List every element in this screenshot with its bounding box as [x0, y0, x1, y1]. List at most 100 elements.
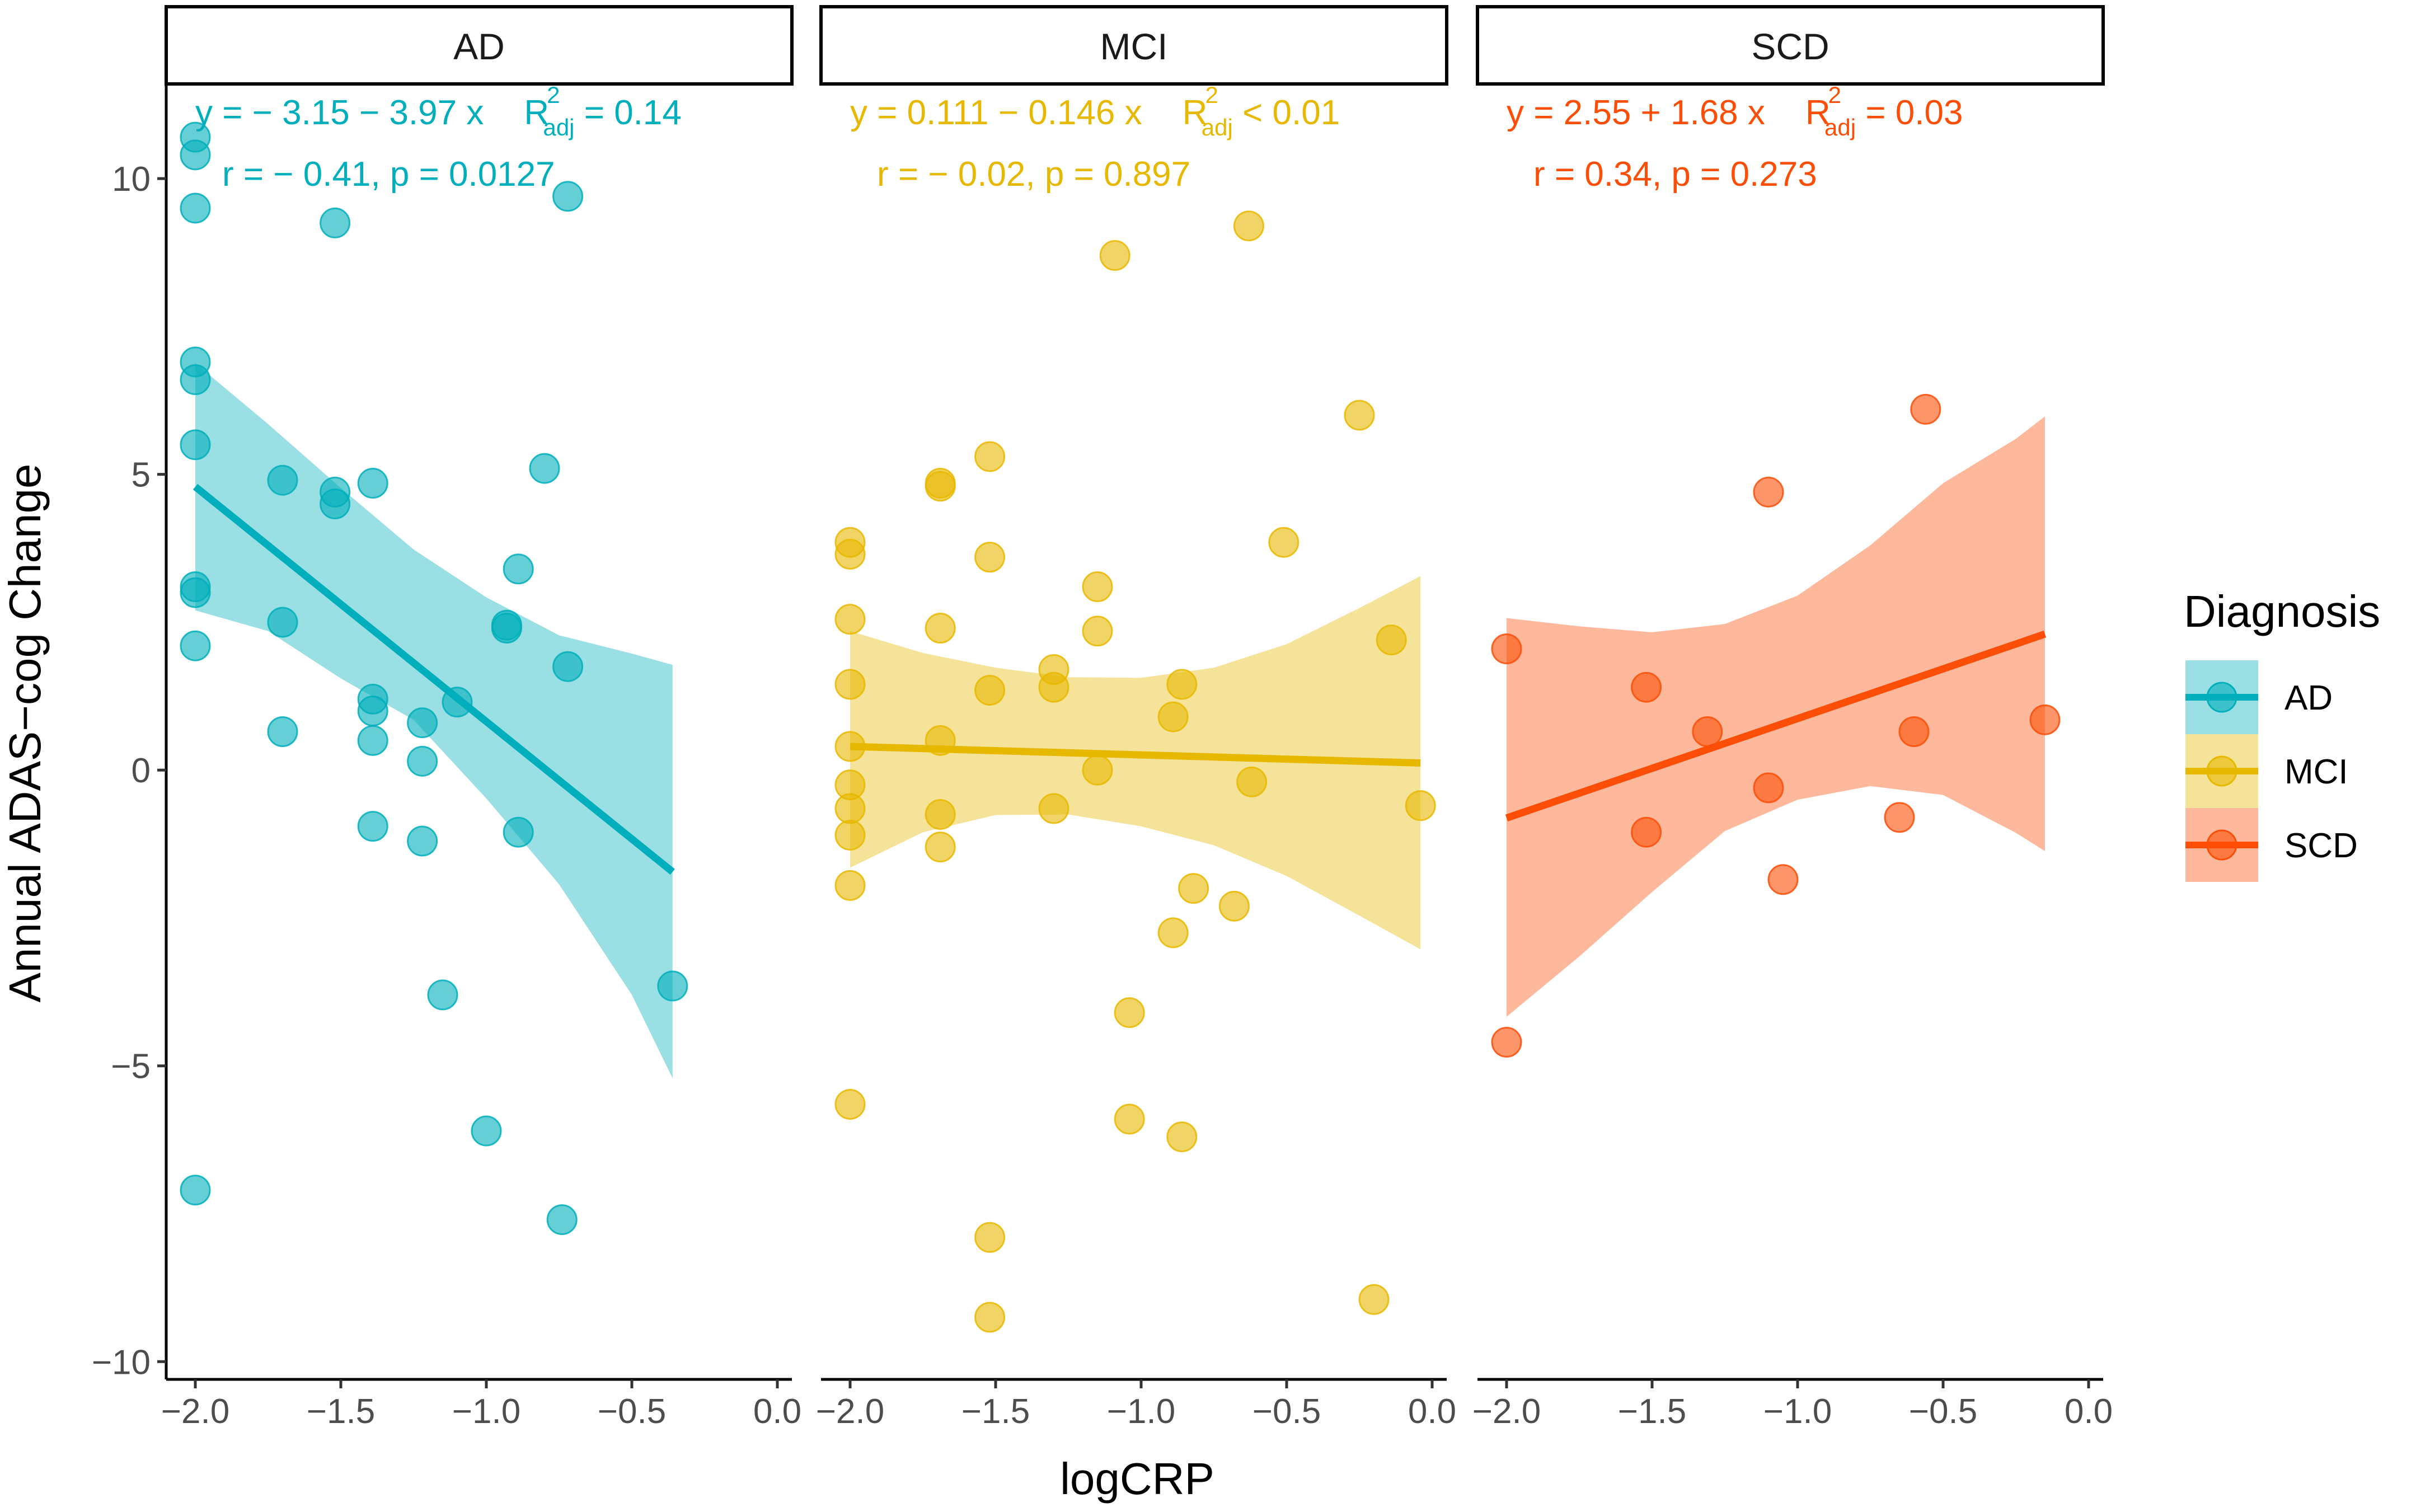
data-point — [1236, 766, 1268, 797]
data-point — [471, 1115, 502, 1147]
data-point — [1038, 793, 1069, 824]
data-point — [657, 970, 688, 1002]
data-point — [1491, 1026, 1522, 1058]
y-tick-label: 5 — [132, 456, 151, 495]
regression-equation: y = 2.55 + 1.68 x R2 adj = 0.03 — [1507, 82, 1963, 140]
correlation-annotation: r = 0.34, p = 0.273 — [1533, 155, 1817, 194]
data-point — [1692, 716, 1723, 747]
data-point — [503, 553, 534, 585]
data-point — [834, 669, 866, 700]
x-tick-label: −2.0 — [1472, 1392, 1541, 1431]
data-point — [974, 1302, 1006, 1333]
x-tick-label: 0.0 — [1408, 1392, 1456, 1431]
data-point — [1884, 802, 1915, 833]
data-point — [357, 696, 388, 727]
correlation-annotation: r = − 0.41, p = 0.0127 — [222, 155, 555, 194]
x-tick-label: −2.0 — [816, 1392, 884, 1431]
data-point — [834, 819, 866, 851]
facet-strip — [165, 5, 794, 86]
data-point — [834, 1088, 866, 1120]
data-point — [267, 607, 298, 638]
legend-label-mci: MCI — [2284, 753, 2348, 791]
data-point — [834, 870, 866, 901]
legend-label-ad: AD — [2284, 679, 2333, 717]
data-point — [180, 1175, 211, 1206]
data-point — [427, 979, 458, 1011]
data-point — [1178, 873, 1209, 904]
y-axis-title: Annual ADAS−cog Change — [0, 464, 50, 1003]
data-point — [974, 441, 1006, 472]
data-point — [1218, 890, 1250, 922]
data-point — [503, 816, 534, 848]
data-point — [357, 811, 388, 842]
y-tick-label: −5 — [111, 1048, 151, 1086]
x-tick-label: −1.5 — [1618, 1392, 1686, 1431]
data-point — [1038, 672, 1069, 703]
legend-label-scd: SCD — [2284, 827, 2358, 865]
legend-key-mci — [2185, 734, 2258, 808]
x-tick-label: −1.0 — [452, 1392, 520, 1431]
y-tick-label: 10 — [112, 160, 151, 199]
legend: Diagnosis AD MCI SCD — [2184, 586, 2380, 882]
data-point — [1268, 527, 1300, 558]
data-point — [180, 429, 211, 461]
data-point — [552, 181, 584, 212]
data-point — [407, 825, 438, 857]
data-point — [491, 609, 522, 641]
legend-point-swatch — [2206, 682, 2237, 713]
x-axis-title: logCRP — [1060, 1454, 1214, 1504]
y-axis: 10 5 0 −5 −10 — [92, 84, 168, 1382]
data-point — [267, 464, 298, 496]
legend-point-swatch — [2206, 829, 2237, 861]
facet-strip — [1476, 5, 2105, 86]
data-point — [974, 1222, 1006, 1253]
data-point — [834, 538, 866, 570]
data-point — [1767, 864, 1799, 895]
data-point — [1376, 624, 1407, 656]
data-point — [1082, 754, 1113, 786]
data-point — [180, 577, 211, 608]
data-point — [552, 651, 584, 682]
data-point — [1082, 616, 1113, 647]
facet-strip — [819, 5, 1448, 86]
data-point — [180, 192, 211, 224]
regression-line — [193, 483, 675, 875]
data-point — [925, 613, 956, 644]
data-point — [357, 725, 388, 756]
facet-panel-mci: MCI −2.0 −1.5 −1.0 −0.5 0.0 y = 0.111 − 0.146 … — [816, 5, 1456, 1431]
x-tick-label: −2.0 — [161, 1392, 229, 1431]
x-tick-label: −1.0 — [1763, 1392, 1832, 1431]
data-point — [1358, 1284, 1390, 1315]
data-point — [407, 745, 438, 777]
legend-title: Diagnosis — [2184, 586, 2380, 636]
x-tick-label: −1.0 — [1107, 1392, 1175, 1431]
facet-strip-label: AD — [453, 26, 505, 67]
data-point — [925, 471, 956, 502]
data-point — [925, 799, 956, 830]
x-tick-label: −0.5 — [598, 1392, 666, 1431]
x-tick-label: 0.0 — [753, 1392, 801, 1431]
x-tick-label: −0.5 — [1252, 1392, 1321, 1431]
data-point — [1491, 633, 1522, 665]
data-point — [1344, 400, 1375, 431]
data-point — [974, 542, 1006, 573]
data-point — [357, 468, 388, 499]
data-point — [1157, 701, 1189, 732]
data-point — [529, 453, 560, 484]
data-point — [1233, 210, 1264, 242]
correlation-annotation: r = − 0.02, p = 0.897 — [877, 155, 1190, 194]
data-point — [180, 364, 211, 396]
data-point — [320, 489, 351, 520]
data-point — [1157, 917, 1189, 948]
data-point — [834, 793, 866, 824]
data-point — [1082, 571, 1113, 603]
facet-strip-label: MCI — [1100, 26, 1168, 67]
x-tick-label: 0.0 — [2065, 1392, 2113, 1431]
confidence-band — [850, 576, 1421, 950]
data-point — [267, 716, 298, 747]
x-tick-label: −1.5 — [961, 1392, 1030, 1431]
legend-key-ad — [2185, 660, 2258, 734]
data-point — [1631, 672, 1662, 703]
